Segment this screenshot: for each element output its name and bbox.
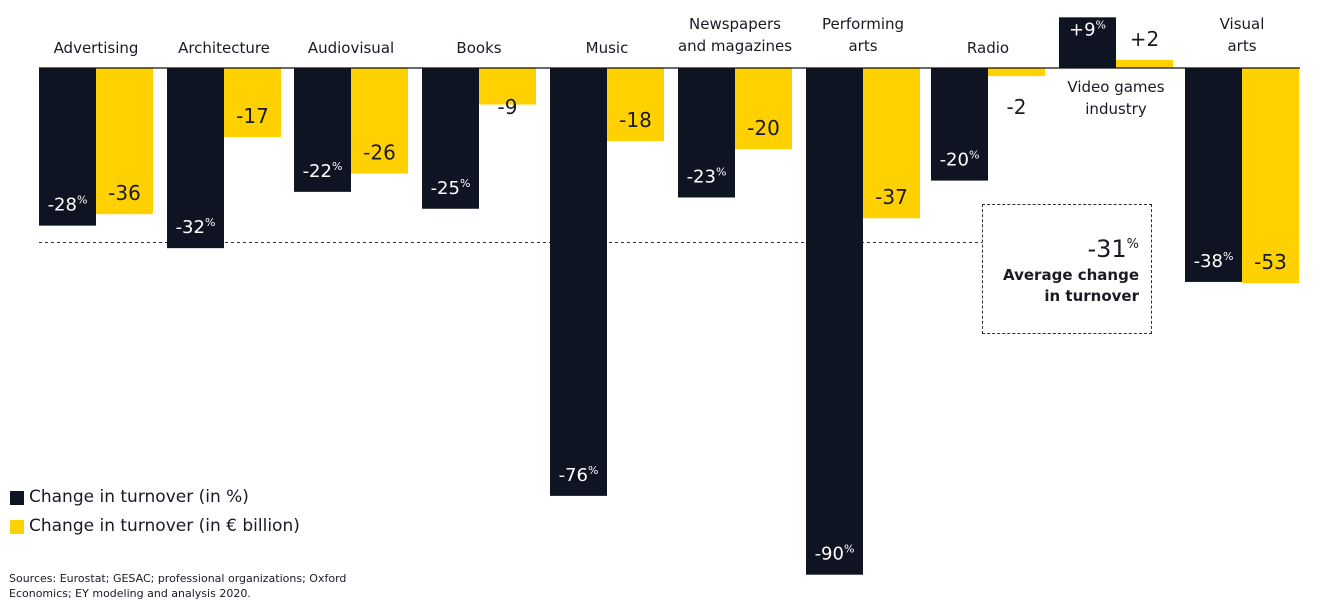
data-label-pct-8: +9% [1069,18,1106,40]
bar-pct-7 [931,68,988,181]
data-label-abs-6: -37 [875,185,908,209]
bar-pct-9 [1185,68,1242,282]
data-label-abs-3: -9 [498,95,518,119]
category-label-7: Radio [967,39,1009,57]
average-change-value: -31% [1087,235,1139,263]
data-label-pct-6: -90% [815,543,855,565]
bar-pct-6 [806,68,863,575]
legend-item-pct: Change in turnover (in %) [10,483,300,512]
legend-label-pct: Change in turnover (in %) [29,487,249,507]
category-label-2: Audiovisual [308,39,394,57]
data-label-abs-4: -18 [619,108,652,132]
bar-abs-4 [607,68,664,142]
bar-pct-1 [167,68,224,249]
bar-abs-8 [1116,59,1173,68]
category-label-4: Music [586,39,629,57]
data-label-abs-8: +2 [1130,27,1159,51]
bar-abs-6 [863,68,920,219]
legend-label-abs: Change in turnover (in € billion) [29,516,300,536]
bar-abs-1 [224,68,281,138]
bar-abs-9 [1242,68,1299,284]
category-label-8: Video games industry [1067,78,1164,118]
bar-pct-0 [39,68,96,226]
data-label-pct-1: -32% [176,216,216,238]
data-label-abs-1: -17 [236,104,269,128]
legend: Change in turnover (in %) Change in turn… [10,483,300,541]
category-label-5: Newspapers and magazines [678,15,792,55]
bar-pct-2 [294,68,351,192]
category-label-3: Books [456,39,501,57]
category-label-9: Visual arts [1220,15,1265,55]
data-label-pct-0: -28% [48,194,88,216]
data-label-pct-9: -38% [1194,250,1234,272]
bar-abs-0 [96,68,153,215]
bar-pct-5 [678,68,735,198]
legend-swatch-abs [10,519,24,534]
legend-swatch-pct [10,490,24,505]
legend-item-abs: Change in turnover (in € billion) [10,512,300,541]
data-label-pct-5: -23% [687,165,727,187]
source-note: Sources: Eurostat; GESAC; professional o… [9,572,347,600]
bar-pct-3 [422,68,479,209]
data-label-pct-4: -76% [559,464,599,486]
data-label-abs-5: -20 [747,116,780,140]
data-label-pct-7: -20% [940,149,980,171]
bar-abs-3 [479,68,536,105]
bar-abs-7 [988,68,1045,77]
data-label-pct-3: -25% [431,177,471,199]
data-label-abs-0: -36 [108,181,141,205]
bar-pct-8 [1059,17,1116,68]
bar-abs-2 [351,68,408,174]
category-label-1: Architecture [178,39,270,57]
data-label-abs-7: -2 [1007,95,1027,119]
data-label-abs-2: -26 [363,141,396,165]
category-label-0: Advertising [54,39,139,57]
average-change-box: -31% Average change in turnover [982,204,1152,334]
data-label-abs-9: -53 [1254,250,1287,274]
bar-pct-4 [550,68,607,496]
category-label-6: Performing arts [822,15,904,55]
average-change-label: Average change in turnover [1003,266,1139,305]
data-label-pct-2: -22% [303,160,343,182]
bar-abs-5 [735,68,792,150]
